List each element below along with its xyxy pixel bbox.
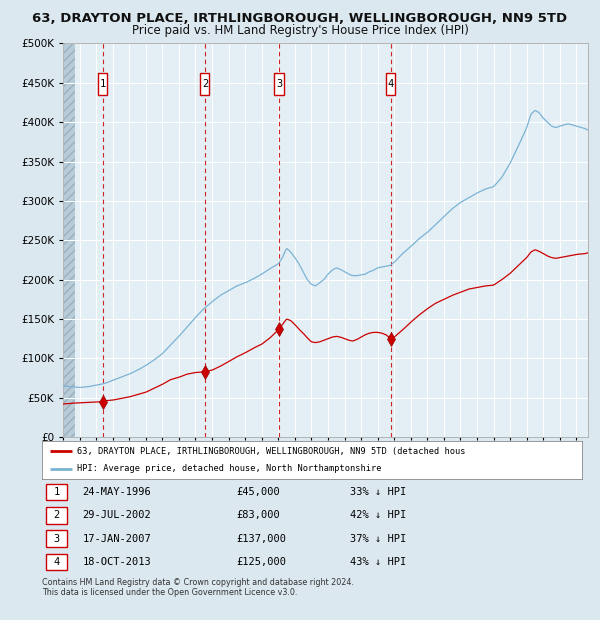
FancyBboxPatch shape xyxy=(274,73,284,95)
Text: 1: 1 xyxy=(100,79,106,89)
Text: Contains HM Land Registry data © Crown copyright and database right 2024.
This d: Contains HM Land Registry data © Crown c… xyxy=(42,578,354,597)
Text: 33% ↓ HPI: 33% ↓ HPI xyxy=(350,487,406,497)
FancyBboxPatch shape xyxy=(46,554,67,570)
FancyBboxPatch shape xyxy=(386,73,395,95)
Text: £83,000: £83,000 xyxy=(236,510,280,520)
Text: 29-JUL-2002: 29-JUL-2002 xyxy=(83,510,151,520)
Text: £125,000: £125,000 xyxy=(236,557,286,567)
FancyBboxPatch shape xyxy=(46,484,67,500)
Text: 18-OCT-2013: 18-OCT-2013 xyxy=(83,557,151,567)
Text: Price paid vs. HM Land Registry's House Price Index (HPI): Price paid vs. HM Land Registry's House … xyxy=(131,24,469,37)
Text: 24-MAY-1996: 24-MAY-1996 xyxy=(83,487,151,497)
Text: 63, DRAYTON PLACE, IRTHLINGBOROUGH, WELLINGBOROUGH, NN9 5TD: 63, DRAYTON PLACE, IRTHLINGBOROUGH, WELL… xyxy=(32,12,568,25)
Text: 2: 2 xyxy=(202,79,208,89)
Text: £45,000: £45,000 xyxy=(236,487,280,497)
Text: 4: 4 xyxy=(53,557,60,567)
Text: HPI: Average price, detached house, North Northamptonshire: HPI: Average price, detached house, Nort… xyxy=(77,464,382,473)
FancyBboxPatch shape xyxy=(46,530,67,547)
Text: £137,000: £137,000 xyxy=(236,534,286,544)
FancyBboxPatch shape xyxy=(98,73,107,95)
FancyBboxPatch shape xyxy=(200,73,209,95)
Text: 3: 3 xyxy=(276,79,282,89)
Bar xyxy=(63,43,76,437)
Text: 2: 2 xyxy=(53,510,60,520)
Text: 43% ↓ HPI: 43% ↓ HPI xyxy=(350,557,406,567)
Text: 63, DRAYTON PLACE, IRTHLINGBOROUGH, WELLINGBOROUGH, NN9 5TD (detached hous: 63, DRAYTON PLACE, IRTHLINGBOROUGH, WELL… xyxy=(77,447,466,456)
Text: 17-JAN-2007: 17-JAN-2007 xyxy=(83,534,151,544)
Text: 42% ↓ HPI: 42% ↓ HPI xyxy=(350,510,406,520)
Text: 37% ↓ HPI: 37% ↓ HPI xyxy=(350,534,406,544)
Text: 1: 1 xyxy=(53,487,60,497)
Text: 3: 3 xyxy=(53,534,60,544)
FancyBboxPatch shape xyxy=(46,507,67,524)
Text: 4: 4 xyxy=(388,79,394,89)
